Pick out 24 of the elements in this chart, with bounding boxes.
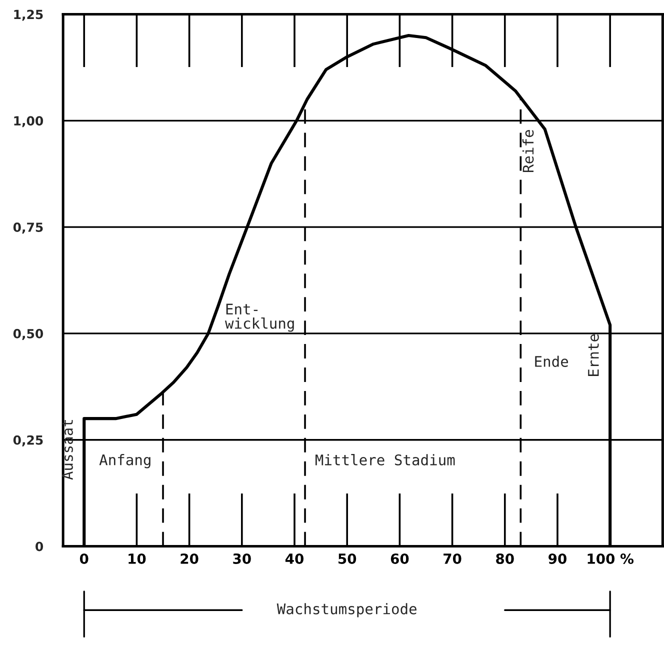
annotation: Ent- wicklung: [224, 304, 294, 332]
x-tick-label: 100 %: [588, 553, 634, 564]
annotation: Ernte: [588, 334, 599, 376]
annotation: Mittlere Stadium: [316, 454, 455, 466]
y-tick-label: 0,50: [13, 328, 44, 340]
annotation: Ende: [535, 356, 568, 367]
y-tick-label: 1,00: [14, 116, 44, 128]
x-tick-label: 20: [180, 553, 198, 564]
x-tick-label: 60: [390, 553, 409, 564]
x-tick-label: 50: [338, 553, 356, 564]
text: Wachstumsperiode: [276, 603, 416, 618]
annotation: Anfang: [99, 454, 150, 468]
x-tick-label: 90: [548, 553, 566, 564]
y-tick-label: 0: [36, 542, 44, 552]
x-tick-label: 30: [233, 553, 251, 564]
x-tick-label: 0: [80, 553, 88, 564]
y-tick-label: 0,75: [13, 222, 43, 234]
y-tick-label: 1,25: [14, 10, 43, 21]
x-tick-label: 80: [496, 553, 514, 564]
y-tick-label: 0,25: [13, 435, 43, 446]
annotation: Reife: [522, 130, 534, 172]
x-tick-label: 40: [285, 553, 304, 564]
x-tick-label: 10: [128, 553, 146, 564]
x-tick-label: 70: [444, 553, 462, 564]
